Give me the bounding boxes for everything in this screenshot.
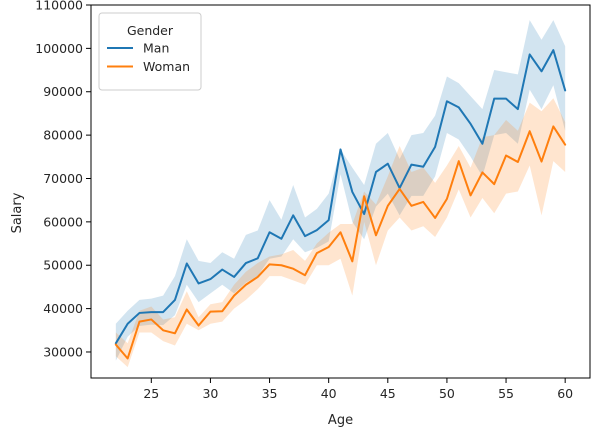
y-tick-label: 30000 bbox=[43, 344, 83, 359]
x-tick-label: 30 bbox=[202, 386, 218, 401]
x-axis-title: Age bbox=[328, 413, 353, 428]
x-tick-label: 35 bbox=[262, 386, 278, 401]
x-tick-label: 40 bbox=[321, 386, 337, 401]
legend-box bbox=[98, 12, 202, 91]
y-tick-label: 90000 bbox=[43, 84, 83, 99]
series-lines bbox=[114, 49, 567, 360]
y-tick-label: 50000 bbox=[43, 258, 83, 273]
plot-frame bbox=[90, 4, 591, 379]
x-tick-label: 45 bbox=[380, 386, 396, 401]
y-tick-label: 100000 bbox=[35, 41, 83, 56]
x-tick-label: 55 bbox=[498, 386, 514, 401]
y-tick-label: 110000 bbox=[35, 0, 83, 13]
series-line-woman bbox=[114, 125, 567, 360]
x-tick-label: 25 bbox=[143, 386, 159, 401]
axes: 25 30 35 40 45 50 55 60 30000 40000 50000 60000 7000… bbox=[35, 0, 591, 401]
y-tick-label: 40000 bbox=[43, 301, 83, 316]
y-tick-label: 80000 bbox=[43, 128, 83, 143]
legend: Gender Man Woman bbox=[98, 12, 202, 91]
legend-label-woman: Woman bbox=[143, 59, 190, 74]
legend-label-man: Man bbox=[143, 41, 169, 56]
x-tick-label: 50 bbox=[439, 386, 455, 401]
y-tick-label: 70000 bbox=[43, 171, 83, 186]
y-axis-title: Salary bbox=[10, 192, 25, 233]
legend-title: Gender bbox=[127, 23, 174, 38]
series-line-man bbox=[114, 49, 567, 345]
y-tick-label: 60000 bbox=[43, 214, 83, 229]
x-tick-label: 60 bbox=[557, 386, 573, 401]
